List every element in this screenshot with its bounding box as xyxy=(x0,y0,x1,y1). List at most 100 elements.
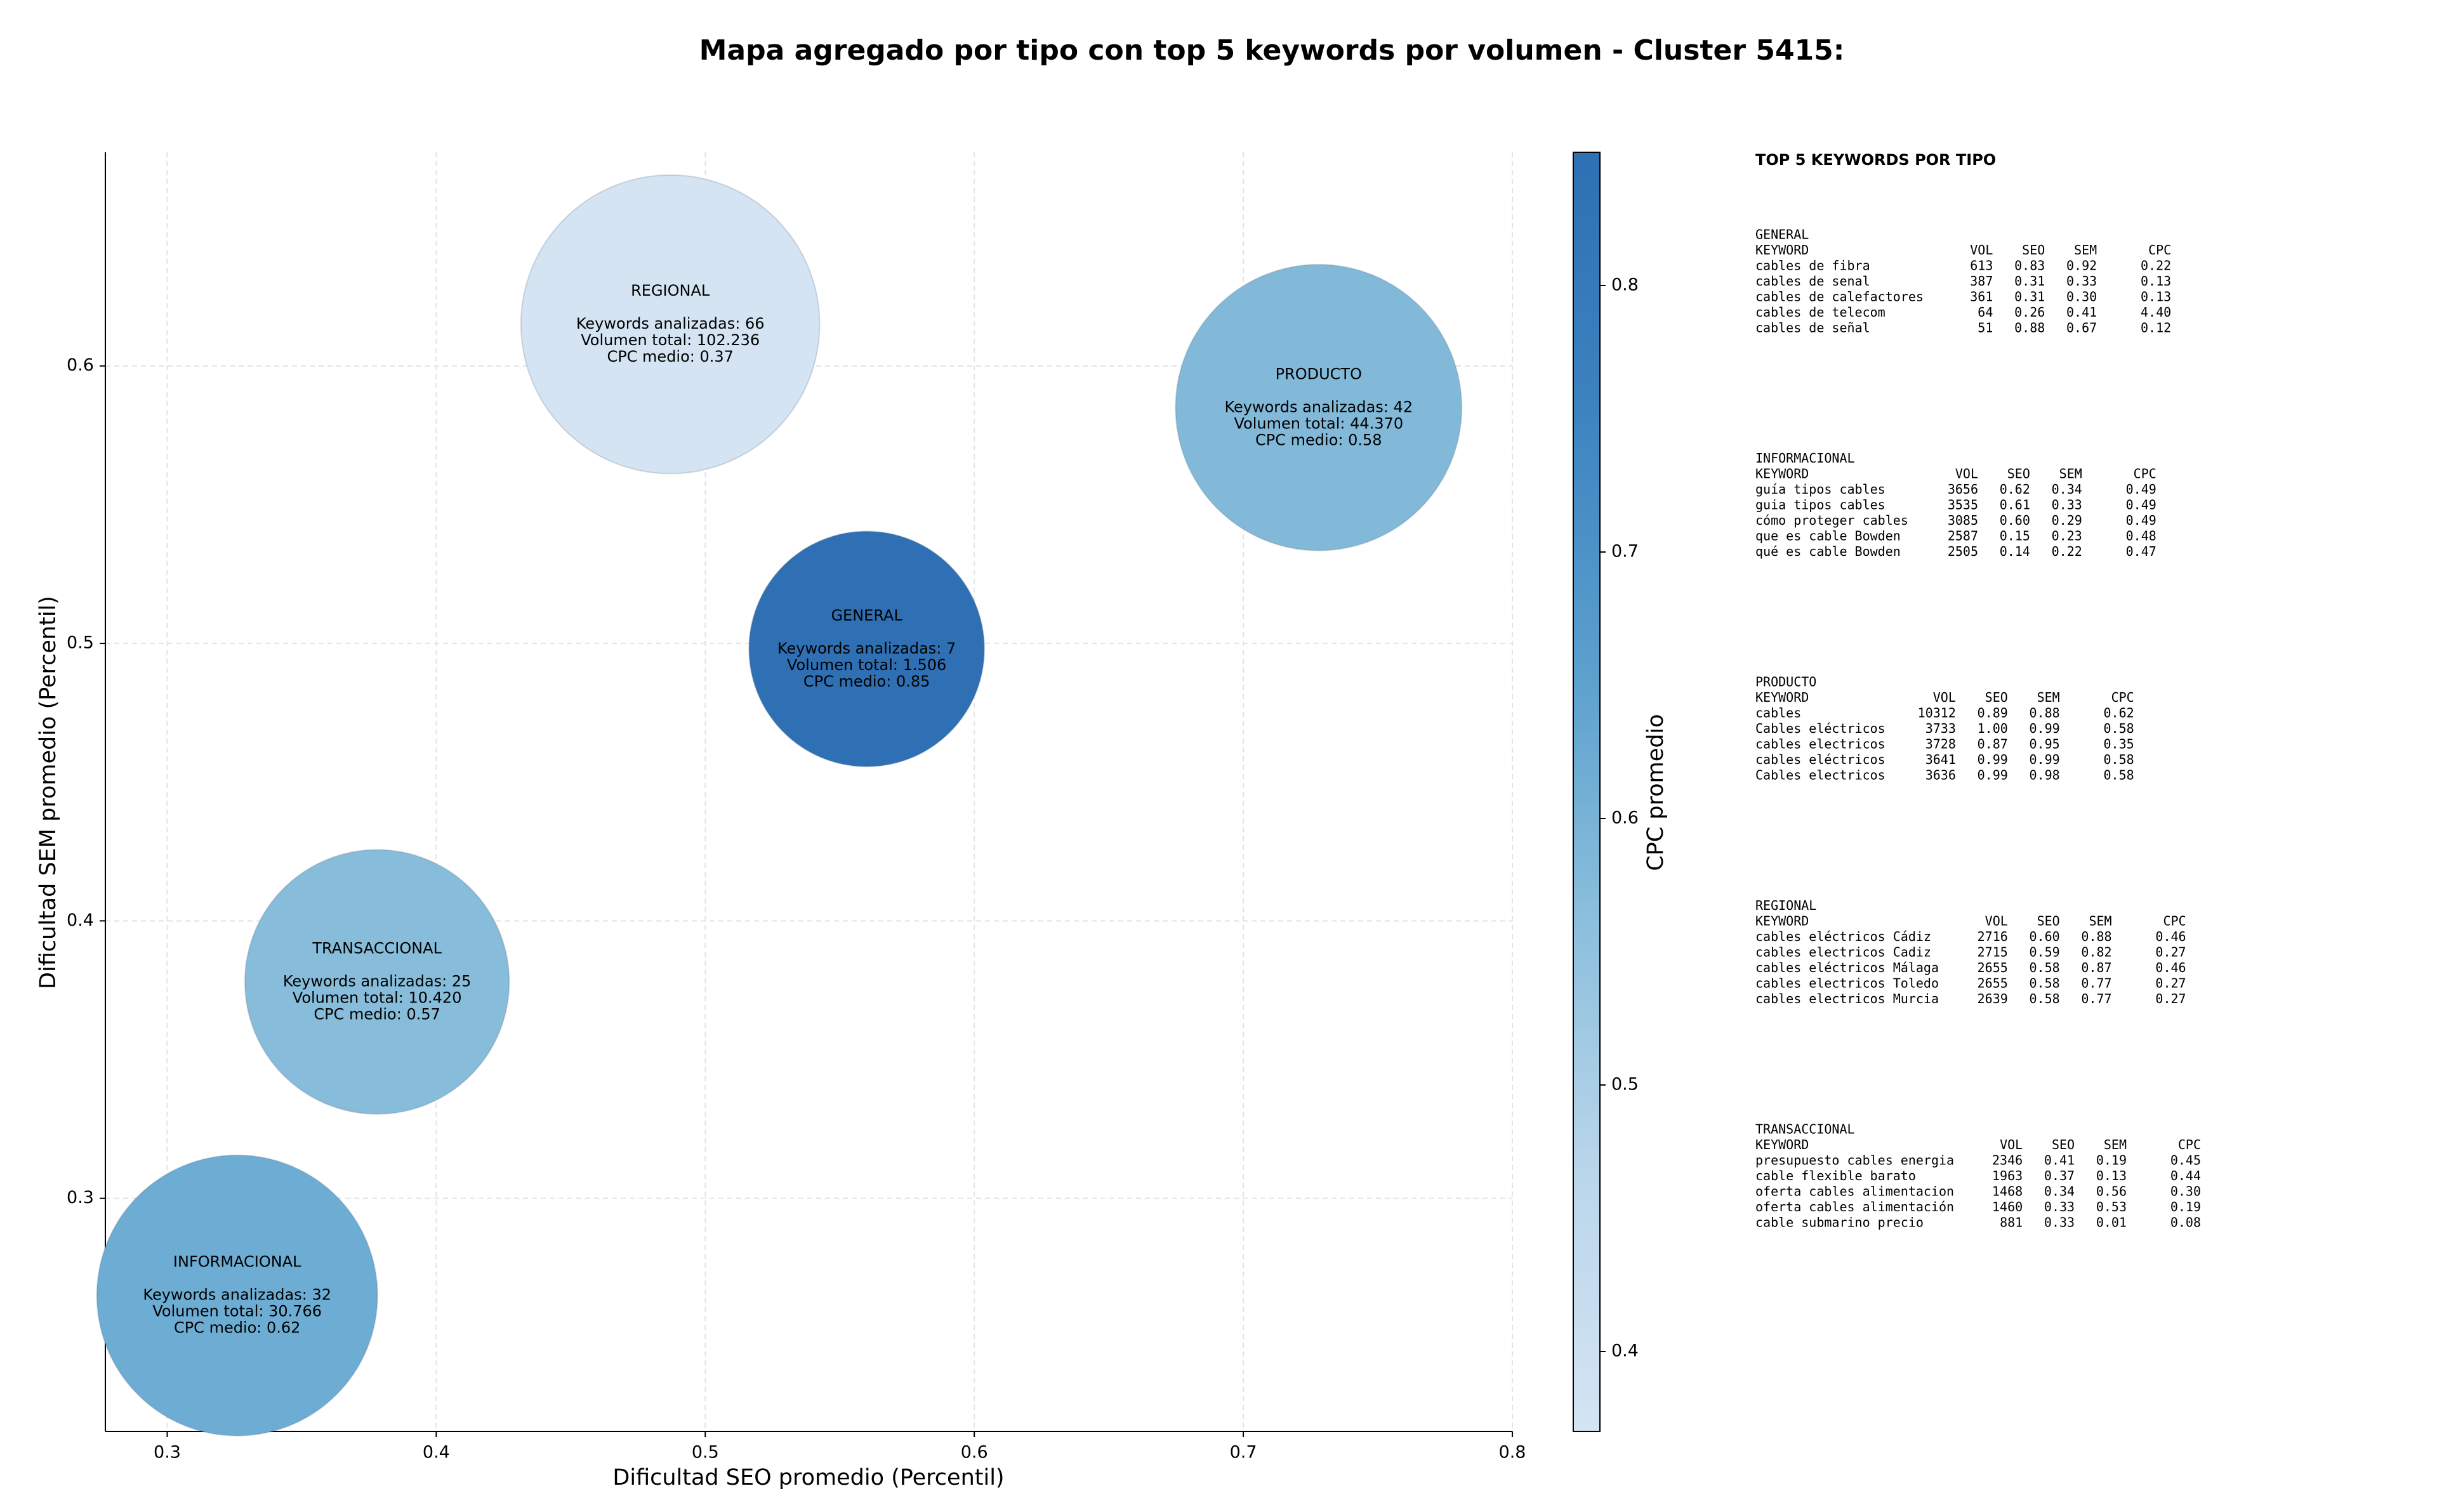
table-cell: 0.59 xyxy=(2030,945,2060,960)
column-header: SEO xyxy=(1985,690,2008,705)
table-cell: 0.13 xyxy=(2096,1168,2127,1183)
table-cell: 0.27 xyxy=(2155,991,2186,1006)
table-cell: 0.87 xyxy=(1978,737,2008,752)
table-cell: 613 xyxy=(1970,258,1993,273)
table-cell: cables eléctricos xyxy=(1755,752,1886,767)
bubble xyxy=(96,1154,378,1436)
table-cell: 0.34 xyxy=(2044,1184,2075,1199)
group-name: GENERAL xyxy=(1755,227,1809,242)
column-header: VOL xyxy=(1985,914,2008,929)
table-cell: 0.22 xyxy=(2141,258,2171,273)
table-cell: 3535 xyxy=(1948,497,1978,513)
table-cell: 0.13 xyxy=(2141,289,2171,305)
table-cell: cómo proteger cables xyxy=(1755,513,1908,528)
table-cell: 0.33 xyxy=(2052,497,2082,513)
column-header: KEYWORD xyxy=(1755,1137,1809,1152)
table-cell: 0.49 xyxy=(2126,513,2156,528)
table-cell: 1.00 xyxy=(1978,721,2008,736)
table-cell: 0.33 xyxy=(2044,1199,2075,1214)
x-tick-label: 0.7 xyxy=(1230,1443,1257,1463)
table-cell: 1460 xyxy=(1992,1199,2023,1214)
table-cell: 3641 xyxy=(1925,752,1956,767)
bubble-label: Keywords analizadas: 32 xyxy=(143,1286,331,1304)
table-cell: 0.49 xyxy=(2126,497,2156,513)
table-cell: 0.99 xyxy=(1978,752,2008,767)
table-cell: guia tipos cables xyxy=(1755,497,1886,513)
column-header: CPC xyxy=(2111,690,2134,705)
column-header: KEYWORD xyxy=(1755,690,1809,705)
table-cell: 0.31 xyxy=(2014,289,2045,305)
column-header: CPC xyxy=(2163,914,2186,929)
table-cell: oferta cables alimentación xyxy=(1755,1199,1954,1214)
column-header: CPC xyxy=(2134,466,2156,482)
table-cell: 0.01 xyxy=(2096,1215,2127,1230)
table-cell: 0.46 xyxy=(2155,929,2186,944)
bubble xyxy=(1175,263,1463,551)
table-cell: 0.98 xyxy=(2030,768,2060,783)
table-cell: cables eléctricos Málaga xyxy=(1755,960,1939,975)
table-cell: 0.61 xyxy=(2000,497,2030,513)
table-cell: 0.48 xyxy=(2126,529,2156,544)
table-cell: 881 xyxy=(2000,1215,2023,1230)
table-cell: cable flexible barato xyxy=(1755,1168,1916,1183)
column-header: KEYWORD xyxy=(1755,242,1809,258)
bubble-label: Volumen total: 10.420 xyxy=(293,989,462,1007)
table-cell: 2346 xyxy=(1992,1153,2023,1168)
table-cell: 0.82 xyxy=(2081,945,2111,960)
column-header: SEO xyxy=(2007,466,2030,482)
bubble-name: GENERAL xyxy=(831,607,902,624)
colorbar xyxy=(1573,152,1601,1432)
x-tick-label: 0.5 xyxy=(692,1443,719,1463)
table-cell: 0.60 xyxy=(2030,929,2060,944)
table-cell: 0.14 xyxy=(2000,544,2030,559)
table-cell: 361 xyxy=(1970,289,1993,305)
table-cell: cables electricos Toledo xyxy=(1755,976,1939,991)
table-cell: cables electricos Murcia xyxy=(1755,991,1939,1006)
table-cell: 4.40 xyxy=(2141,305,2171,320)
table-cell: 2716 xyxy=(1978,929,2008,944)
column-header: SEO xyxy=(2052,1137,2075,1152)
group-name: REGIONAL xyxy=(1755,898,1816,913)
column-header: CPC xyxy=(2148,242,2171,258)
table-cell: 0.30 xyxy=(2170,1184,2201,1199)
table-cell: 64 xyxy=(1978,305,1993,320)
group-name: INFORMACIONAL xyxy=(1755,450,1855,466)
table-cell: 0.99 xyxy=(2030,752,2060,767)
table-cell: 0.30 xyxy=(2066,289,2097,305)
y-tick-label: 0.4 xyxy=(67,910,94,930)
bubble-label: Volumen total: 1.506 xyxy=(787,656,946,674)
table-cell: 0.23 xyxy=(2052,529,2082,544)
table-cell: oferta cables alimentacion xyxy=(1755,1184,1954,1199)
table-cell: cables de señal xyxy=(1755,320,1870,336)
x-tick-label: 0.4 xyxy=(423,1443,450,1463)
table-cell: cables xyxy=(1755,706,1801,721)
bubble-name: REGIONAL xyxy=(631,282,710,299)
table-cell: 2655 xyxy=(1978,976,2008,991)
table-cell: 2715 xyxy=(1978,945,2008,960)
table-cell: 0.33 xyxy=(2044,1215,2075,1230)
table-cell: 0.53 xyxy=(2096,1199,2127,1214)
table-cell: 3636 xyxy=(1925,768,1956,783)
table-cell: 0.41 xyxy=(2066,305,2097,320)
column-header: KEYWORD xyxy=(1755,914,1809,929)
column-header: VOL xyxy=(1970,242,1993,258)
table-cell: 0.15 xyxy=(2000,529,2030,544)
bubble-name: INFORMACIONAL xyxy=(173,1253,301,1271)
table-cell: 0.77 xyxy=(2081,991,2111,1006)
colorbar-tick-label: 0.7 xyxy=(1611,542,1639,562)
table-cell: 2587 xyxy=(1948,529,1978,544)
table-cell: 0.56 xyxy=(2096,1184,2127,1199)
table-cell: 0.83 xyxy=(2014,258,2045,273)
table-cell: 10312 xyxy=(1918,706,1956,721)
table-cell: 0.77 xyxy=(2081,976,2111,991)
table-cell: 0.88 xyxy=(2030,706,2060,721)
column-header: SEM xyxy=(2104,1137,2127,1152)
bubble-name: TRANSACCIONAL xyxy=(312,940,442,957)
table-cell: 0.62 xyxy=(2000,482,2030,497)
table-cell: 0.47 xyxy=(2126,544,2156,559)
column-header: VOL xyxy=(1955,466,1978,482)
column-header: VOL xyxy=(2000,1137,2023,1152)
table-cell: 1963 xyxy=(1992,1168,2023,1183)
table-cell: 0.45 xyxy=(2170,1153,2201,1168)
x-axis-label: Dificultad SEO promedio (Percentil) xyxy=(612,1465,1004,1490)
